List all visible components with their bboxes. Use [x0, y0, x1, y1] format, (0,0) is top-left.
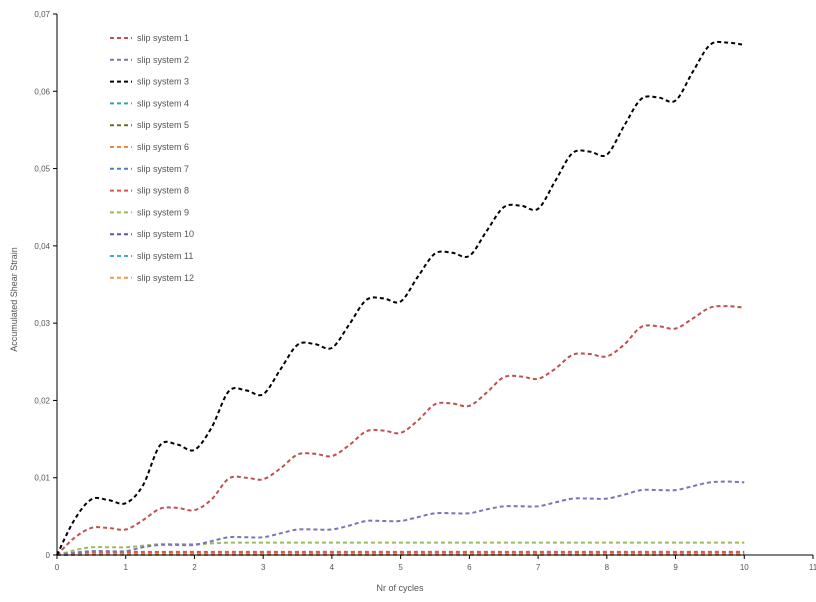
series-layer	[56, 40, 745, 556]
series-line-slip-system-2	[56, 480, 745, 556]
series-line-slip-system-6	[56, 552, 745, 556]
legend-label: slip system 1	[137, 33, 189, 43]
series-line-slip-system-8	[56, 550, 745, 556]
x-axis-title: Nr of cycles	[376, 583, 424, 593]
x-tick-label: 6	[467, 563, 472, 572]
y-tick-label: 0	[46, 551, 51, 560]
x-tick-label: 1	[124, 563, 129, 572]
x-tick-label: 11	[809, 563, 816, 572]
legend-label: slip system 3	[137, 77, 189, 87]
legend-label: slip system 10	[137, 229, 194, 239]
series-line-slip-system-1	[56, 305, 745, 556]
x-tick-label: 8	[605, 563, 610, 572]
y-tick-label: 0,01	[34, 474, 50, 483]
legend-label: slip system 11	[137, 251, 193, 261]
x-tick-label: 10	[740, 563, 749, 572]
x-axis-ticks: 0 1 2 3 4 5 6 7 8 9 10 11	[55, 555, 816, 572]
x-tick-label: 9	[673, 563, 678, 572]
legend-label: slip system 6	[137, 142, 189, 152]
y-axis-title: Accumulated Shear Strain	[9, 247, 19, 352]
legend-label: slip system 12	[137, 273, 194, 283]
y-tick-label: 0,03	[34, 319, 50, 328]
legend-label: slip system 2	[137, 55, 189, 65]
x-tick-label: 0	[55, 563, 60, 572]
legend-label: slip system 7	[137, 164, 189, 174]
x-tick-label: 5	[398, 563, 403, 572]
series-line-slip-system-9	[56, 541, 745, 556]
y-tick-label: 0,04	[34, 242, 50, 251]
x-tick-label: 3	[261, 563, 266, 572]
legend-label: slip system 9	[137, 207, 189, 217]
legend-label: slip system 8	[137, 186, 189, 196]
y-tick-label: 0,05	[34, 165, 50, 174]
legend-label: slip system 4	[137, 98, 189, 108]
x-tick-label: 4	[330, 563, 335, 572]
axes	[56, 14, 813, 556]
series-line-slip-system-3	[56, 40, 745, 556]
y-axis-ticks: 0 0,01 0,02 0,03 0,04 0,05 0,06 0,07	[34, 10, 57, 560]
legend: slip system 1 slip system 2 slip system 3 s…	[110, 33, 194, 283]
x-tick-label: 2	[192, 563, 197, 572]
y-tick-label: 0,07	[34, 10, 50, 19]
y-tick-label: 0,06	[34, 87, 50, 96]
x-tick-label: 7	[536, 563, 541, 572]
y-tick-label: 0,02	[34, 396, 50, 405]
legend-label: slip system 5	[137, 120, 189, 130]
